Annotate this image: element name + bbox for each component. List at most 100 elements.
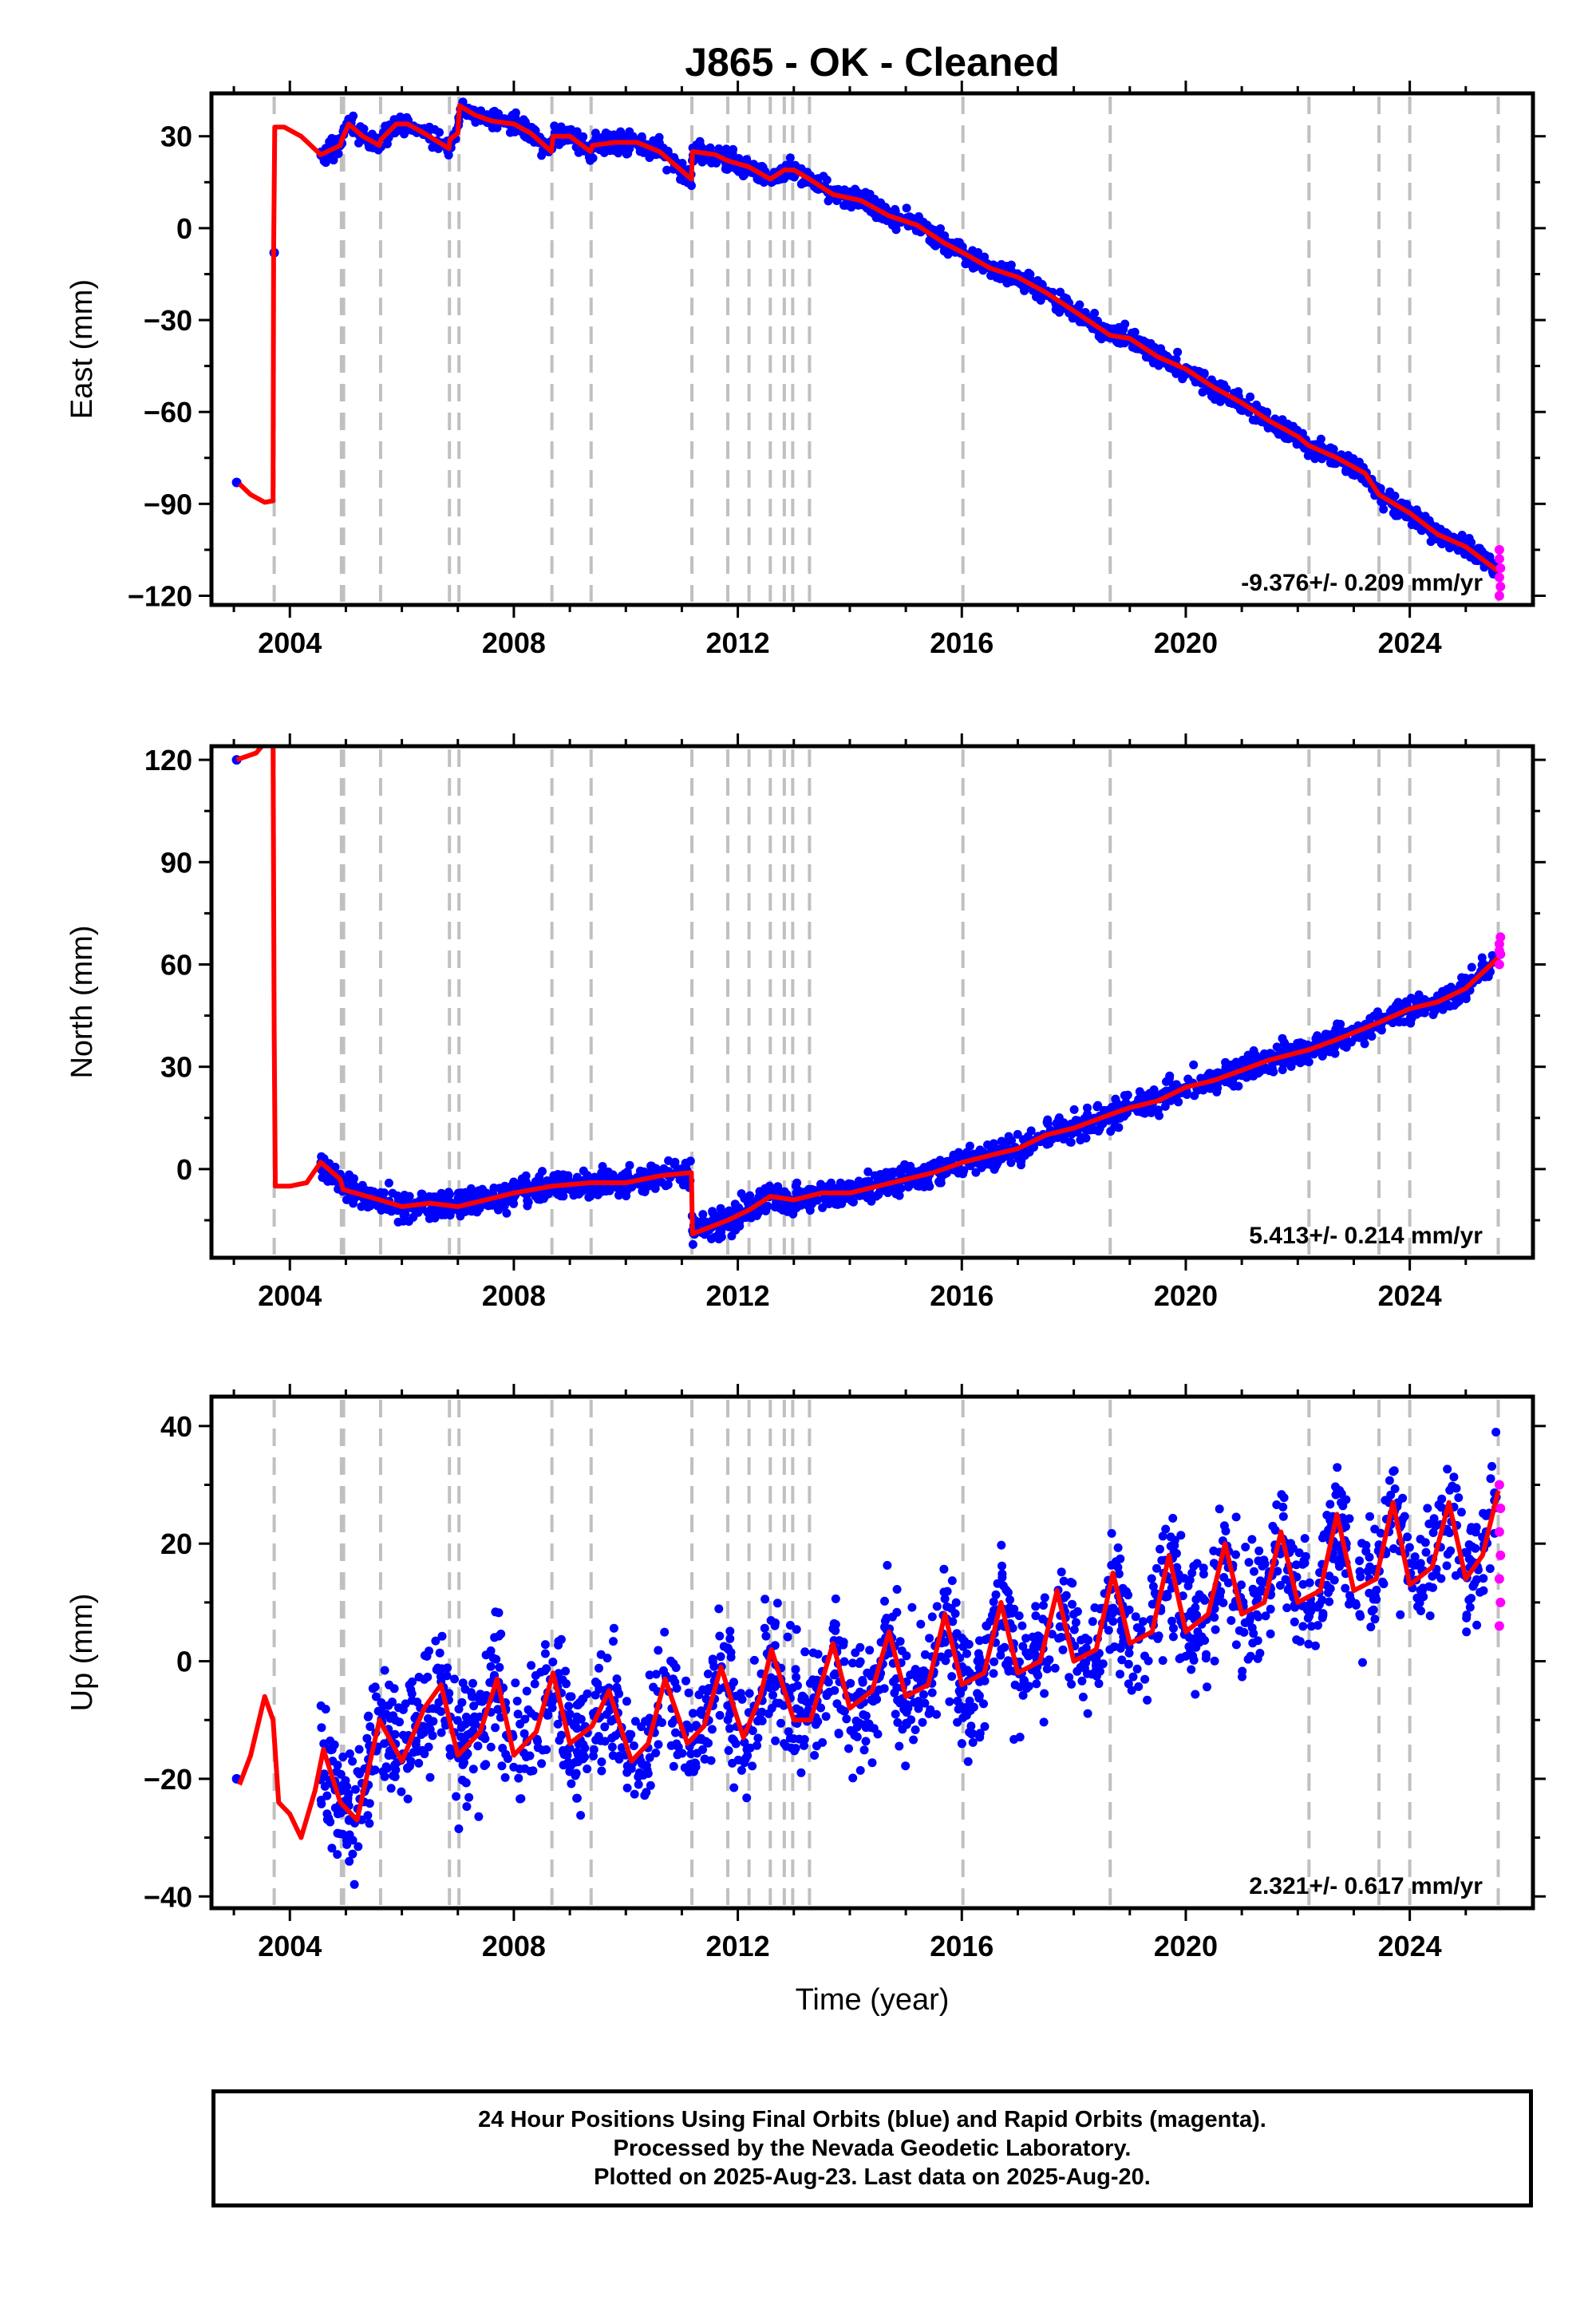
data-point <box>1116 1670 1124 1679</box>
x-tick-label: 2024 <box>1378 626 1442 659</box>
x-tick-label: 2004 <box>258 1279 322 1312</box>
data-point <box>1221 1526 1231 1535</box>
data-point <box>1017 1621 1027 1630</box>
data-point <box>865 1646 875 1655</box>
data-point <box>1275 1581 1285 1590</box>
data-point <box>548 1658 558 1666</box>
data-point <box>540 1666 550 1676</box>
data-point <box>1318 1611 1328 1620</box>
x-tick-label: 2008 <box>482 1279 546 1312</box>
data-point <box>729 1783 739 1792</box>
data-point <box>859 1745 869 1755</box>
data-point <box>1154 1631 1163 1641</box>
data-point <box>959 1166 969 1176</box>
data-point <box>715 1710 725 1720</box>
data-point <box>1438 1005 1448 1014</box>
data-point <box>316 1701 326 1710</box>
data-point <box>940 1638 950 1647</box>
data-point <box>998 1569 1007 1579</box>
data-point <box>880 1596 889 1606</box>
final-orbit-points <box>231 755 1501 1249</box>
panel-east: 2004 2008 2012 2016 2020 2024−120−90−60−30030… <box>65 81 1546 659</box>
data-point <box>709 1215 718 1224</box>
rate-label: 5.413+/- 0.214 mm/yr <box>1249 1223 1483 1249</box>
data-point <box>989 1139 998 1148</box>
data-point <box>1189 1060 1199 1069</box>
data-point <box>1386 1490 1396 1500</box>
data-point <box>1355 1556 1364 1566</box>
data-point <box>916 1619 926 1629</box>
data-point <box>1015 1682 1025 1692</box>
data-point <box>1057 1567 1066 1577</box>
data-point <box>1250 1567 1258 1576</box>
data-point <box>1077 1676 1087 1686</box>
data-point <box>753 1208 763 1218</box>
data-point <box>1200 1084 1210 1093</box>
y-tick-label: 90 <box>160 846 192 879</box>
data-point <box>930 1160 939 1169</box>
data-point <box>597 1766 606 1776</box>
data-point <box>997 1540 1006 1550</box>
data-point <box>911 1665 920 1674</box>
data-point <box>508 1180 517 1190</box>
data-point <box>879 215 887 224</box>
data-point <box>491 1723 500 1733</box>
data-point <box>616 127 626 136</box>
data-point <box>785 1621 795 1630</box>
data-point <box>991 1590 1001 1599</box>
data-point <box>502 1208 512 1218</box>
data-point <box>775 1698 784 1708</box>
data-point <box>1128 1672 1138 1682</box>
x-axis: 2004 2008 2012 2016 2020 2024 <box>232 733 1468 1312</box>
data-point <box>567 1779 576 1788</box>
data-point <box>982 1621 991 1630</box>
rapid-point <box>1494 554 1504 564</box>
data-point <box>780 1739 788 1749</box>
data-point <box>1330 1049 1340 1058</box>
data-point <box>1083 1103 1092 1113</box>
data-point <box>647 1161 657 1171</box>
data-point <box>1277 1490 1286 1500</box>
data-point <box>1127 1686 1136 1695</box>
data-point <box>764 1709 773 1718</box>
data-point <box>1032 1679 1041 1689</box>
data-point <box>375 1190 385 1199</box>
data-point <box>1196 1073 1206 1083</box>
data-point <box>660 1627 670 1637</box>
x-tick-label: 2004 <box>258 626 322 659</box>
data-point <box>522 1753 531 1761</box>
data-point <box>1215 1504 1224 1514</box>
data-point <box>400 1191 409 1199</box>
data-point <box>1095 1124 1104 1133</box>
data-point <box>891 1189 901 1199</box>
data-point <box>927 1612 937 1622</box>
data-point <box>1203 1682 1211 1692</box>
data-point <box>737 1765 746 1775</box>
data-point <box>892 1585 902 1594</box>
data-point <box>578 1186 587 1196</box>
data-point <box>1057 1120 1066 1129</box>
data-point <box>692 140 701 150</box>
data-point <box>614 142 624 152</box>
data-point <box>991 1156 1001 1165</box>
data-point <box>1136 1090 1146 1100</box>
data-point <box>410 1205 420 1215</box>
data-point <box>473 1741 483 1751</box>
data-point <box>892 1168 902 1177</box>
data-point <box>488 121 497 131</box>
data-point <box>567 124 575 134</box>
data-point <box>384 1701 393 1710</box>
data-point <box>986 271 996 280</box>
data-point <box>1190 1091 1199 1101</box>
data-point <box>712 158 721 168</box>
data-point <box>630 1789 639 1799</box>
data-point <box>980 1721 990 1731</box>
x-tick-label: 2008 <box>482 626 546 659</box>
data-point <box>621 146 630 156</box>
data-point <box>593 1184 602 1194</box>
data-point <box>947 1576 957 1586</box>
data-point <box>1183 1074 1193 1084</box>
data-point <box>854 1176 863 1186</box>
data-point <box>1134 1682 1144 1691</box>
